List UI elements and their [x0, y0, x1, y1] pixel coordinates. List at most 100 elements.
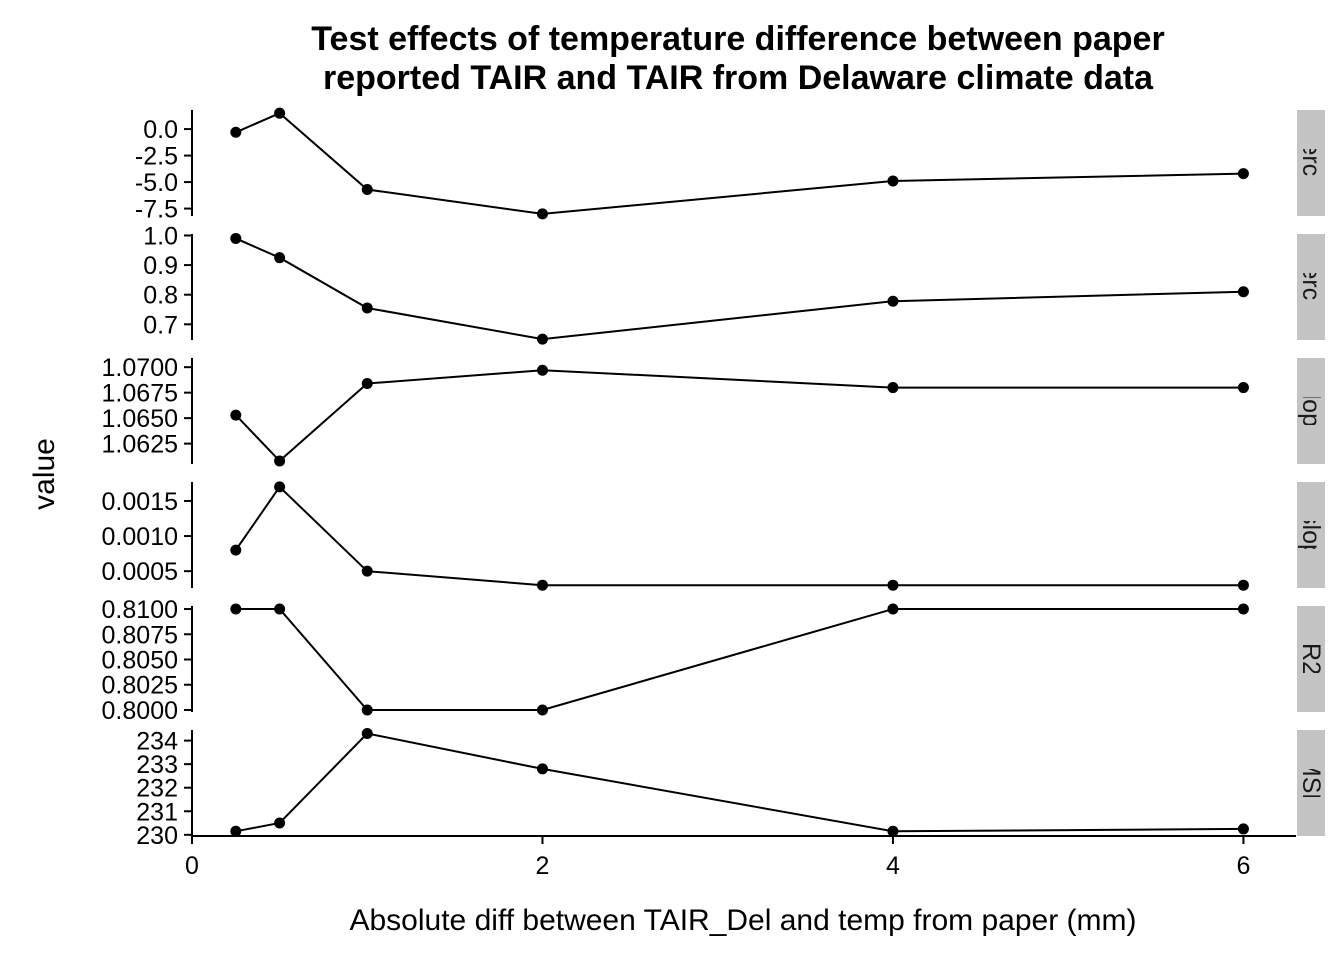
facet-strip-background: [1297, 606, 1325, 712]
y-tick-label: 0.0010: [102, 523, 178, 551]
y-tick-label: 1.0: [143, 222, 178, 250]
data-point: [536, 704, 548, 716]
data-point: [536, 579, 548, 591]
facet-strip-label: slope: [1297, 381, 1325, 441]
data-point: [361, 302, 373, 314]
facet-strip: p(slope): [1297, 482, 1325, 588]
y-tick-label: 1.0675: [102, 380, 178, 408]
facet-strip-label: intercept: [1297, 115, 1325, 211]
facet-strip-label: p(slope): [1297, 490, 1325, 580]
facet-strip-background: [1297, 358, 1325, 464]
y-tick-label: 1.0650: [102, 405, 178, 433]
y-tick-label: 0.8100: [102, 596, 178, 624]
y-tick-label: 1.0625: [102, 431, 178, 459]
y-tick-label: 0.8000: [102, 697, 178, 725]
y-tick-label: 0.8075: [102, 621, 178, 649]
data-point: [230, 603, 242, 615]
data-point: [887, 603, 899, 615]
y-tick-label: 0.7: [143, 311, 178, 339]
data-point: [361, 728, 373, 740]
x-tick-label: 2: [536, 852, 550, 880]
facet-strip: intercept: [1297, 110, 1325, 216]
series-line: [235, 237, 1244, 341]
facet-strip-background: [1297, 110, 1325, 216]
x-axis-title: Absolute diff between TAIR_Del and temp …: [349, 904, 1136, 937]
y-tick-label: 0.8: [143, 282, 178, 310]
facet-panel: 0.0015 0.0010 0.0005 p(slope): [102, 481, 1325, 591]
data-point: [274, 252, 286, 264]
x-tick-label: 0: [185, 852, 199, 880]
facet-strip: MSE: [1297, 730, 1325, 836]
data-point: [274, 107, 286, 119]
facet-panel: 0.0-2.5-5.0-7.5 intercept: [135, 107, 1325, 224]
facet-strip-label: R2: [1297, 643, 1325, 675]
data-point: [361, 704, 373, 716]
data-point: [887, 382, 899, 394]
y-axis-title: value: [28, 438, 61, 510]
data-point: [887, 175, 899, 187]
y-tick-label: 0.8050: [102, 647, 178, 675]
data-point: [887, 579, 899, 591]
facet-strip-background: [1297, 234, 1325, 340]
y-tick-label: 0.8025: [102, 672, 178, 700]
y-tick-label: 0.9: [143, 252, 178, 280]
facet-strip-label: MSE: [1297, 756, 1325, 810]
data-point: [230, 544, 242, 556]
y-tick-label: 0.0015: [102, 488, 178, 516]
y-tick-label: 0.0: [143, 116, 178, 144]
y-tick-label: 233: [136, 751, 178, 779]
series-line: [234, 485, 1244, 587]
x-axis: 0 2 4 6: [185, 835, 1296, 880]
x-tick-label: 6: [1236, 852, 1250, 880]
y-tick-label: -5.0: [135, 169, 178, 197]
data-point: [1237, 603, 1249, 615]
facet-panel: 1.00.90.80.7 intercept: [143, 222, 1325, 345]
data-point: [536, 208, 548, 220]
data-point: [361, 565, 373, 577]
data-point: [1237, 168, 1249, 180]
data-point: [887, 825, 899, 837]
data-point: [1237, 286, 1249, 298]
data-point: [361, 377, 373, 389]
data-point: [887, 295, 899, 307]
y-tick-label: 1.0700: [102, 354, 178, 382]
data-point: [1237, 382, 1249, 394]
data-point: [536, 364, 548, 376]
series-line: [235, 369, 1244, 463]
y-tick-label: 0.0005: [102, 558, 178, 586]
chart-title-line-1: Test effects of temperature difference b…: [311, 20, 1164, 58]
y-tick-label: 234: [136, 728, 178, 756]
y-tick-label: 231: [136, 798, 178, 826]
data-point: [536, 333, 548, 345]
data-point: [536, 763, 548, 775]
data-point: [230, 232, 242, 244]
facet-strip-background: [1297, 730, 1325, 836]
series-line: [235, 732, 1244, 833]
data-point: [274, 455, 286, 467]
data-point: [1237, 823, 1249, 835]
chart-title-line-2: reported TAIR and TAIR from Delaware cli…: [323, 59, 1154, 97]
y-tick-label: -2.5: [135, 143, 178, 171]
y-tick-label: 232: [136, 775, 178, 803]
data-point: [274, 817, 286, 829]
facet-strip: R2: [1297, 606, 1325, 712]
x-tick-label: 4: [886, 852, 900, 880]
data-point: [230, 825, 242, 837]
data-point: [1237, 579, 1249, 591]
data-point: [230, 409, 242, 421]
facet-strip-label: intercept: [1297, 239, 1325, 335]
facet-strip: slope: [1297, 358, 1325, 464]
facet-strip-background: [1297, 482, 1325, 588]
data-point: [274, 481, 286, 493]
data-point: [274, 603, 286, 615]
data-point: [230, 126, 242, 138]
series-line: [235, 608, 1244, 711]
y-tick-label: 230: [136, 822, 178, 850]
y-tick-label: -7.5: [135, 196, 178, 224]
facet-panels: 0.0-2.5-5.0-7.5 intercept 1.00.90.80.7 inte…: [102, 107, 1325, 850]
series-line: [235, 112, 1244, 215]
